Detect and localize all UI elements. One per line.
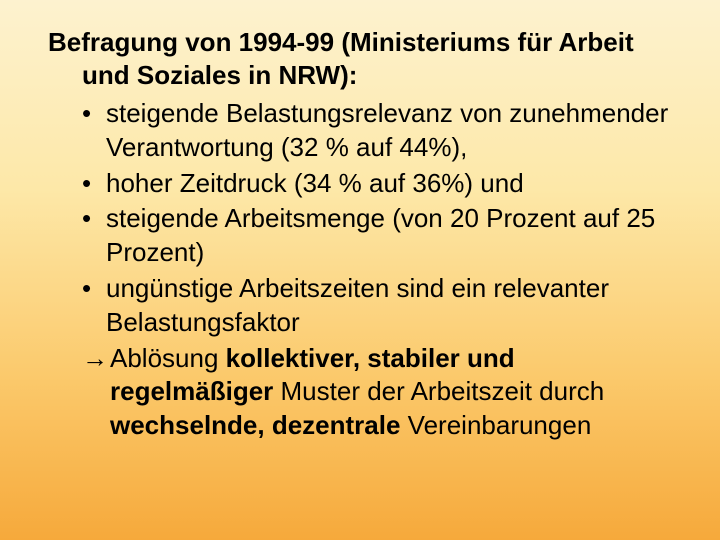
conclusion-bold2: wechselnde, dezentrale	[110, 410, 400, 440]
list-item: • steigende Arbeitsmenge (von 20 Prozent…	[106, 202, 680, 270]
conclusion-post: Vereinbarungen	[400, 410, 591, 440]
list-item-text: steigende Belastungsrelevanz von zunehme…	[106, 98, 668, 162]
bullet-icon: •	[82, 272, 106, 306]
conclusion-mid: Muster der Arbeitszeit durch	[273, 376, 604, 406]
slide-heading: Befragung von 1994-99 (Ministeriums für …	[48, 26, 680, 91]
conclusion-line: →Ablösung kollektiver, stabiler und rege…	[76, 342, 680, 443]
conclusion-pre: Ablösung	[110, 343, 226, 373]
slide: Befragung von 1994-99 (Ministeriums für …	[0, 0, 720, 540]
list-item-text: ungünstige Arbeitszeiten sind ein releva…	[106, 273, 609, 337]
list-item: • steigende Belastungsrelevanz von zuneh…	[106, 97, 680, 165]
bullet-icon: •	[82, 97, 106, 131]
list-item: • hoher Zeitdruck (34 % auf 36%) und	[106, 167, 680, 201]
bullet-icon: •	[82, 167, 106, 201]
bullet-icon: •	[82, 202, 106, 236]
bullet-list: • steigende Belastungsrelevanz von zuneh…	[48, 97, 680, 340]
arrow-icon: →	[82, 342, 110, 376]
list-item-text: hoher Zeitdruck (34 % auf 36%) und	[106, 168, 524, 198]
list-item-text: steigende Arbeitsmenge (von 20 Prozent a…	[106, 203, 655, 267]
list-item: • ungünstige Arbeitszeiten sind ein rele…	[106, 272, 680, 340]
